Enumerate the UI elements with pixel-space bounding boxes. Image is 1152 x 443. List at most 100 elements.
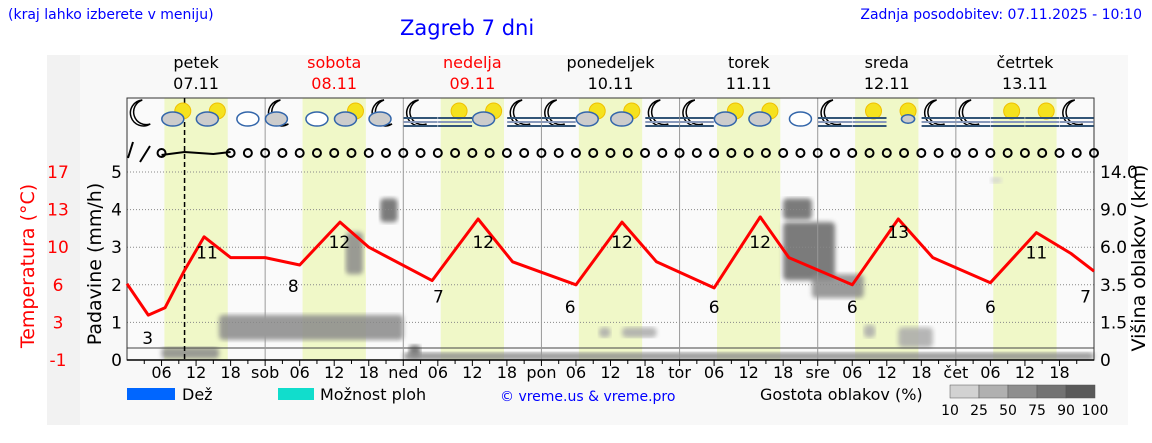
- calm-wind-icon: [381, 148, 392, 158]
- calm-wind-icon: [899, 148, 910, 158]
- cloud-layer: [345, 232, 363, 275]
- density-tick: 75: [1028, 403, 1046, 419]
- sun-fog-icon: [1037, 102, 1055, 120]
- cloud-layer: [409, 344, 421, 358]
- sun-cloud-icon: [588, 102, 606, 120]
- calm-wind-icon: [760, 148, 771, 158]
- temp-label: 12: [749, 233, 771, 253]
- rain-legend-label: Dež: [182, 385, 213, 404]
- temp-axis-panel: [47, 55, 80, 425]
- calm-wind-icon: [260, 148, 271, 158]
- day-date: 13.11: [1002, 74, 1048, 93]
- calm-wind-icon: [640, 148, 651, 158]
- sun-cloud-icon: [346, 102, 364, 120]
- rain-legend-swatch: [127, 388, 175, 400]
- calm-wind-icon: [450, 148, 461, 158]
- plot-frame: [126, 97, 1095, 361]
- moon-fog-icon: [682, 99, 704, 127]
- x-tick-label: 06: [566, 363, 586, 382]
- x-tick-label: 12: [186, 363, 206, 382]
- daylight-band: [716, 98, 781, 360]
- calm-wind-icon: [933, 148, 944, 158]
- density-tick: 90: [1057, 403, 1075, 419]
- region-hint[interactable]: (kraj lahko izberete v meniju): [8, 7, 214, 23]
- credit-link: © vreme.us & vreme.pro: [500, 389, 675, 405]
- density-tick: 100: [1082, 403, 1109, 419]
- moon-cloud-icon: [371, 99, 393, 127]
- moon-fog-icon: [509, 99, 531, 127]
- density-swatch: [1036, 384, 1067, 399]
- x-tick-label: 06: [704, 363, 724, 382]
- calm-wind-icon: [363, 148, 374, 158]
- x-tick-label: čet: [943, 363, 968, 382]
- temp-label: 11: [196, 244, 218, 264]
- moon-fog-icon: [958, 99, 980, 127]
- calm-wind-icon: [398, 148, 409, 158]
- temp-label: 11: [1026, 244, 1048, 264]
- sun-fog-icon: [1003, 102, 1021, 120]
- daylight-band: [302, 98, 366, 360]
- temp-tick: 17: [47, 163, 69, 183]
- cloud-layer: [598, 327, 611, 338]
- calm-wind-icon: [346, 148, 357, 158]
- cloud-icon: [264, 111, 289, 127]
- temp-label: 13: [887, 223, 909, 243]
- cloud-layer: [863, 324, 876, 338]
- calm-wind-icon: [1054, 148, 1065, 158]
- density-tick: 10: [941, 403, 959, 419]
- day-name: torek: [728, 53, 770, 72]
- precip-tick: 2: [111, 276, 122, 296]
- density-swatch: [978, 384, 1009, 399]
- day-name: četrtek: [996, 53, 1054, 72]
- temp-axis-label: Temperatura (°C): [17, 184, 39, 349]
- calm-wind-icon: [553, 148, 564, 158]
- temp-tick: -1: [50, 351, 67, 371]
- day-date: 07.11: [173, 74, 219, 93]
- precip-tick: 1: [111, 313, 122, 333]
- temp-tick: 3: [53, 313, 64, 333]
- calm-wind-icon: [950, 148, 961, 158]
- x-tick-label: 12: [877, 363, 897, 382]
- calm-wind-icon: [709, 148, 720, 158]
- x-tick-label: ned: [388, 363, 418, 382]
- calm-wind-icon: [501, 148, 512, 158]
- cloud-icon: [900, 114, 916, 124]
- x-tick-label: tor: [668, 363, 691, 382]
- cloud-layer: [783, 198, 812, 220]
- day-date: 08.11: [311, 74, 357, 93]
- temp-label: 12: [611, 233, 633, 253]
- temp-label: 12: [329, 233, 351, 253]
- calm-wind-icon: [415, 148, 426, 158]
- cloud-layer: [622, 327, 657, 338]
- cloud-height-tick: 14.0: [1100, 163, 1138, 183]
- calm-wind-icon: [795, 148, 806, 158]
- moon-fog-icon: [924, 99, 945, 127]
- calm-wind-icon: [812, 148, 823, 158]
- cloud-height-tick: 3.5: [1100, 276, 1127, 296]
- calm-wind-icon: [1071, 148, 1082, 158]
- daylight-band: [164, 98, 228, 360]
- x-tick-label: 12: [462, 363, 482, 382]
- precip-tick: 0: [111, 351, 122, 371]
- x-tick-label: sob: [251, 363, 279, 382]
- temp-label: 3: [142, 329, 153, 349]
- cloud-icon: [575, 111, 599, 127]
- daylight-band: [578, 98, 643, 360]
- calm-wind-icon: [519, 148, 530, 158]
- cloud-layer: [403, 352, 1094, 360]
- storm-legend-label: Možnost ploh: [320, 385, 426, 404]
- calm-wind-icon: [847, 148, 858, 158]
- day-name: ponedeljek: [567, 53, 656, 72]
- chart-panel: [80, 55, 1128, 425]
- temp-label: 8: [288, 277, 299, 297]
- density-tick: 25: [970, 403, 988, 419]
- moon-fog-icon: [544, 99, 566, 127]
- temp-tick: 6: [53, 276, 64, 296]
- x-tick-label: 12: [600, 363, 620, 382]
- moon-fog-icon: [820, 99, 842, 127]
- sun-fog-icon: [450, 102, 468, 120]
- cloud-density-label: Gostota oblakov (%): [760, 385, 923, 404]
- moon-fog-icon: [647, 99, 669, 127]
